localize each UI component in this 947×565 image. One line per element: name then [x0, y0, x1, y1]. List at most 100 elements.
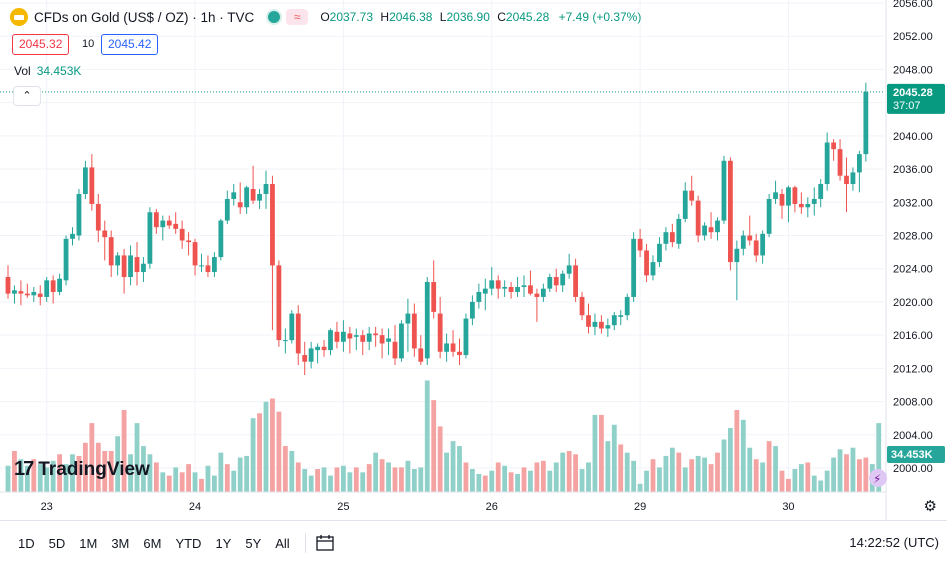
- range-1y-button[interactable]: 1Y: [215, 535, 232, 551]
- volume-bar: [657, 467, 662, 492]
- y-tick-label: 2004.00: [893, 430, 933, 442]
- candle-body: [637, 238, 643, 251]
- volume-bar: [560, 452, 566, 492]
- candle-body: [270, 184, 275, 266]
- candle-body: [708, 227, 714, 233]
- candle-body: [179, 228, 185, 241]
- candle-body: [12, 290, 17, 294]
- bid-price-button[interactable]: 2045.32: [12, 34, 70, 55]
- y-tick-label: 2016.00: [893, 330, 933, 342]
- volume-bar: [798, 464, 804, 492]
- range-all-button[interactable]: All: [275, 535, 290, 551]
- volume-value: 34.453K: [36, 64, 82, 78]
- candle-body: [476, 291, 482, 302]
- price-chart[interactable]: 2056.002052.002048.002044.002040.002036.…: [0, 0, 947, 520]
- volume-bar: [70, 454, 75, 492]
- volume-bar: [237, 457, 243, 492]
- candle-body: [231, 192, 237, 199]
- candle-body: [534, 293, 540, 297]
- volume-bar: [76, 455, 82, 492]
- market-status-icon[interactable]: [266, 9, 283, 25]
- volume-bar: [179, 472, 185, 492]
- range-5d-button[interactable]: 5D: [48, 535, 66, 551]
- volume-bar: [63, 464, 69, 492]
- candle-body: [134, 257, 140, 273]
- volume-bar: [24, 465, 30, 492]
- candle-body: [18, 291, 24, 294]
- gold-symbol-icon: [10, 8, 28, 26]
- volume-bar: [302, 469, 308, 492]
- volume-bar: [108, 451, 114, 492]
- candle-body: [289, 313, 295, 341]
- volume-bar: [457, 446, 462, 492]
- volume-bar: [682, 467, 688, 492]
- range-1d-button[interactable]: 1D: [18, 535, 35, 551]
- last-volume-badge: [887, 446, 945, 463]
- settings-gear-icon[interactable]: ⚙: [923, 498, 937, 515]
- candle-body: [824, 142, 830, 185]
- collapse-legend-button[interactable]: ⌃: [13, 86, 41, 106]
- volume-bar: [57, 454, 62, 492]
- candle-body: [276, 265, 282, 341]
- y-tick-label: 2000.00: [893, 463, 933, 475]
- range-3m-button[interactable]: 3M: [111, 535, 130, 551]
- tradingview-text: TradingView: [38, 458, 150, 480]
- candle-body: [682, 190, 688, 219]
- calendar-goto-icon[interactable]: [316, 535, 334, 551]
- volume-bar: [766, 441, 772, 492]
- volume-bar: [740, 419, 746, 492]
- range-6m-button[interactable]: 6M: [143, 535, 162, 551]
- candle-body: [328, 330, 333, 351]
- x-tick-label: 25: [337, 501, 349, 513]
- volume-bar: [89, 423, 95, 492]
- volume-bar: [308, 475, 314, 492]
- range-1m-button[interactable]: 1M: [79, 535, 98, 551]
- candle-body: [760, 233, 766, 256]
- volume-bar: [160, 472, 166, 492]
- candle-body: [282, 340, 288, 342]
- range-5y-button[interactable]: 5Y: [245, 535, 262, 551]
- candle-body: [798, 203, 804, 208]
- candle-body: [166, 220, 172, 226]
- candle-body: [818, 184, 824, 199]
- volume-bar: [618, 444, 624, 492]
- wave-icon[interactable]: ≈: [286, 9, 309, 25]
- volume-bar: [753, 459, 759, 492]
- ask-price-button[interactable]: 2045.42: [101, 34, 159, 55]
- volume-bar: [605, 441, 611, 492]
- candle-body: [521, 285, 527, 287]
- volume-bar: [708, 464, 714, 492]
- candle-body: [418, 348, 424, 362]
- volume-bar: [650, 459, 656, 492]
- volume-bar: [218, 452, 224, 492]
- candle-body: [334, 331, 340, 342]
- volume-bar: [347, 472, 353, 492]
- volume-bar: [811, 475, 817, 492]
- range-ytd-button[interactable]: YTD: [175, 535, 202, 551]
- candle-body: [57, 278, 62, 292]
- candle-body: [624, 296, 630, 316]
- volume-bar: [540, 460, 546, 492]
- candle-body: [579, 296, 585, 316]
- volume-bar: [334, 467, 340, 492]
- candle-body: [5, 277, 11, 294]
- symbol-title[interactable]: CFDs on Gold (US$ / OZ) · 1h · TVC: [34, 9, 255, 25]
- utc-clock[interactable]: 14:22:52 (UTC): [849, 535, 939, 550]
- volume-label: Vol: [14, 64, 31, 78]
- volume-bar: [747, 447, 753, 492]
- volume-bar: [502, 465, 508, 492]
- volume-bar: [212, 475, 217, 492]
- candle-body: [669, 232, 675, 243]
- candle-body: [508, 286, 514, 292]
- candle-body: [618, 315, 624, 317]
- candle-body: [302, 355, 308, 362]
- y-tick-label: 2008.00: [893, 397, 933, 409]
- volume-bar: [386, 462, 391, 492]
- candle-body: [540, 288, 546, 297]
- volume-bar: [721, 439, 727, 492]
- volume-bar: [831, 457, 836, 492]
- candle-body: [482, 288, 488, 294]
- volume-bar: [534, 462, 540, 492]
- y-tick-label: 2028.00: [893, 231, 933, 243]
- y-tick-label: 2032.00: [893, 197, 933, 209]
